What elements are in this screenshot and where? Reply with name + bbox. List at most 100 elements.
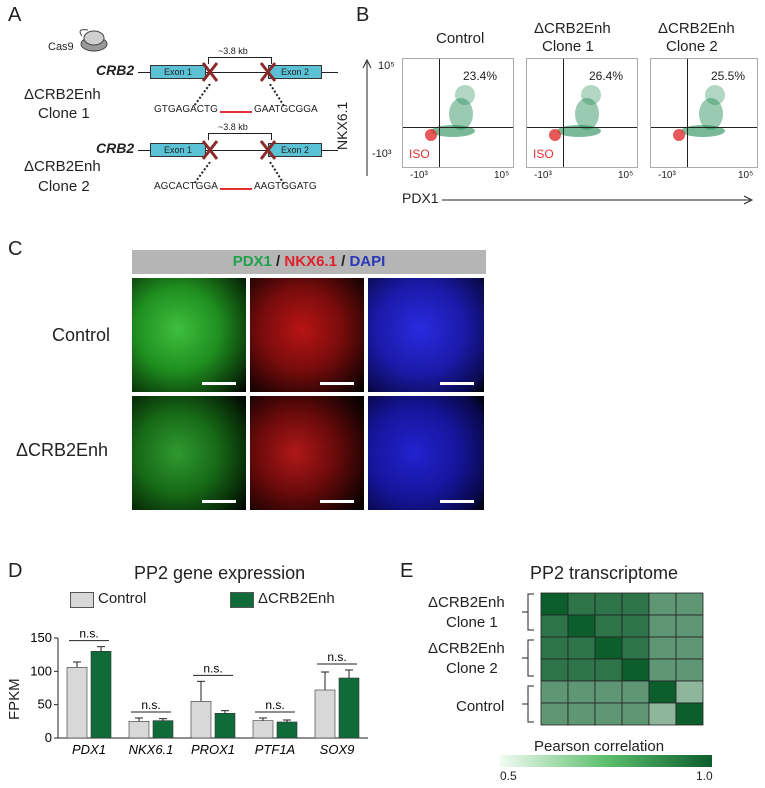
category-label: SOX9	[320, 742, 355, 757]
category-label: PTF1A	[255, 742, 295, 757]
colorbar-label: Pearson correlation	[534, 738, 665, 755]
facs-plot-clone1: 26.4% ISO	[526, 58, 638, 168]
ns-label: n.s.	[79, 627, 98, 641]
ns-label: n.s.	[141, 698, 160, 712]
facs-ytick-bottom: -10³	[372, 148, 392, 160]
heatmap-cell	[621, 680, 650, 704]
facs-ytick-top: 10⁵	[378, 60, 395, 72]
row-label-clone1-a: ΔCRB2Enh	[428, 594, 505, 611]
iso-label: ISO	[533, 147, 554, 161]
heatmap-cell	[567, 614, 596, 638]
y-tick-label: 150	[30, 630, 52, 645]
x-axis-arrow	[442, 192, 754, 210]
panel-label-a: A	[8, 4, 22, 26]
heatmap-cell	[675, 592, 704, 616]
row-label-control: Control	[52, 325, 111, 345]
cut-mark-icon	[200, 138, 220, 167]
heatmap-cell	[675, 680, 704, 704]
facs-xtick-left: -10³	[658, 170, 676, 181]
heatmap-cell	[567, 702, 596, 726]
heatmap-cell	[594, 658, 623, 682]
y-axis-arrow	[362, 58, 372, 183]
heatmap-cell	[594, 680, 623, 704]
chart-title-e: PP2 transcriptome	[530, 563, 679, 583]
percent-clone2: 25.5%	[711, 69, 746, 83]
heatmap-cell	[567, 680, 596, 704]
heatmap-cell	[621, 658, 650, 682]
heatmap-cell	[648, 680, 677, 704]
heatmap-cell	[648, 614, 677, 638]
distance-label-1: ~3.8 kb	[218, 46, 248, 56]
row-label-enh: ΔCRB2Enh	[16, 440, 109, 460]
cut-mark-icon	[258, 138, 278, 167]
panel-label-e: E	[400, 560, 414, 582]
heatmap-cell	[621, 592, 650, 616]
clone2-label-line2: Clone 2	[38, 178, 90, 195]
cas9-label: Cas9	[48, 41, 74, 53]
panel-label-c: C	[8, 238, 23, 260]
bar-enh	[338, 677, 360, 739]
deletion-line	[220, 111, 252, 113]
facs-title-clone2: ΔCRB2Enh	[658, 20, 735, 37]
heatmap-cell	[648, 658, 677, 682]
image-enh-nkx	[250, 396, 364, 510]
row-label-clone1-b: Clone 1	[446, 614, 498, 631]
gene-label-2: CRB2	[96, 140, 135, 156]
image-control-nkx	[250, 278, 364, 392]
row-label-clone2-a: ΔCRB2Enh	[428, 640, 505, 657]
chart-title-d: PP2 gene expression	[134, 563, 306, 583]
colorbar-min: 0.5	[500, 769, 517, 783]
distance-bracket-1	[208, 57, 272, 64]
header-nkx: NKX6.1	[284, 253, 337, 270]
heatmap	[540, 592, 704, 726]
iso-label: ISO	[409, 147, 430, 161]
clone1-seq-left: GTGAGACTG	[154, 104, 218, 115]
facs-dots	[673, 85, 725, 141]
legend-swatch-control	[70, 592, 94, 608]
clone2-label-line1: ΔCRB2Enh	[24, 158, 101, 175]
legend-label-control: Control	[98, 590, 147, 607]
cas9-icon	[78, 26, 108, 57]
facs-title-control: Control	[436, 30, 485, 47]
y-tick-label: 50	[38, 697, 52, 712]
clone2-seq-right: AAGTGGATG	[254, 181, 317, 192]
colorbar	[500, 755, 712, 767]
exon1-box-2: Exon 1	[150, 143, 206, 157]
header-dapi: DAPI	[349, 253, 386, 270]
clone1-label-line2: Clone 1	[38, 105, 90, 122]
colorbar-max: 1.0	[696, 769, 713, 783]
heatmap-cell	[594, 702, 623, 726]
bar-control	[252, 720, 274, 739]
bar-control	[190, 701, 212, 739]
dashed-connector	[180, 83, 290, 113]
bar-control	[66, 667, 88, 739]
facs-title-clone2-b: Clone 2	[666, 38, 718, 55]
heatmap-cell	[621, 636, 650, 660]
heatmap-cell	[621, 614, 650, 638]
facs-dots	[425, 85, 475, 141]
heatmap-cell	[648, 702, 677, 726]
heatmap-cell	[540, 658, 569, 682]
facs-xtick-right: 10⁵	[738, 170, 754, 181]
gene-line-1	[138, 72, 338, 73]
heatmap-cell	[540, 614, 569, 638]
clone1-seq-right: GAATGCGGA	[254, 104, 318, 115]
facs-xtick-left: -10³	[534, 170, 552, 181]
cut-mark-icon	[258, 60, 278, 89]
bar-enh	[152, 720, 174, 739]
heatmap-cell	[594, 636, 623, 660]
heatmap-cell	[675, 702, 704, 726]
row-label-control-e: Control	[456, 698, 505, 715]
clone2-seq-left: AGCACTGGA	[154, 181, 218, 192]
staining-header: PDX1 / NKX6.1 / DAPI	[132, 250, 486, 274]
heatmap-cell	[594, 614, 623, 638]
exon2-box-1: Exon 2	[268, 65, 322, 79]
facs-title-clone1-b: Clone 1	[542, 38, 594, 55]
heatmap-cell	[567, 592, 596, 616]
heatmap-cell	[540, 592, 569, 616]
percent-control: 23.4%	[463, 69, 498, 83]
category-label: NKX6.1	[129, 742, 174, 757]
legend-label-enh: ΔCRB2Enh	[258, 590, 335, 607]
ns-label: n.s.	[265, 698, 284, 712]
exon1-box-1: Exon 1	[150, 65, 206, 79]
